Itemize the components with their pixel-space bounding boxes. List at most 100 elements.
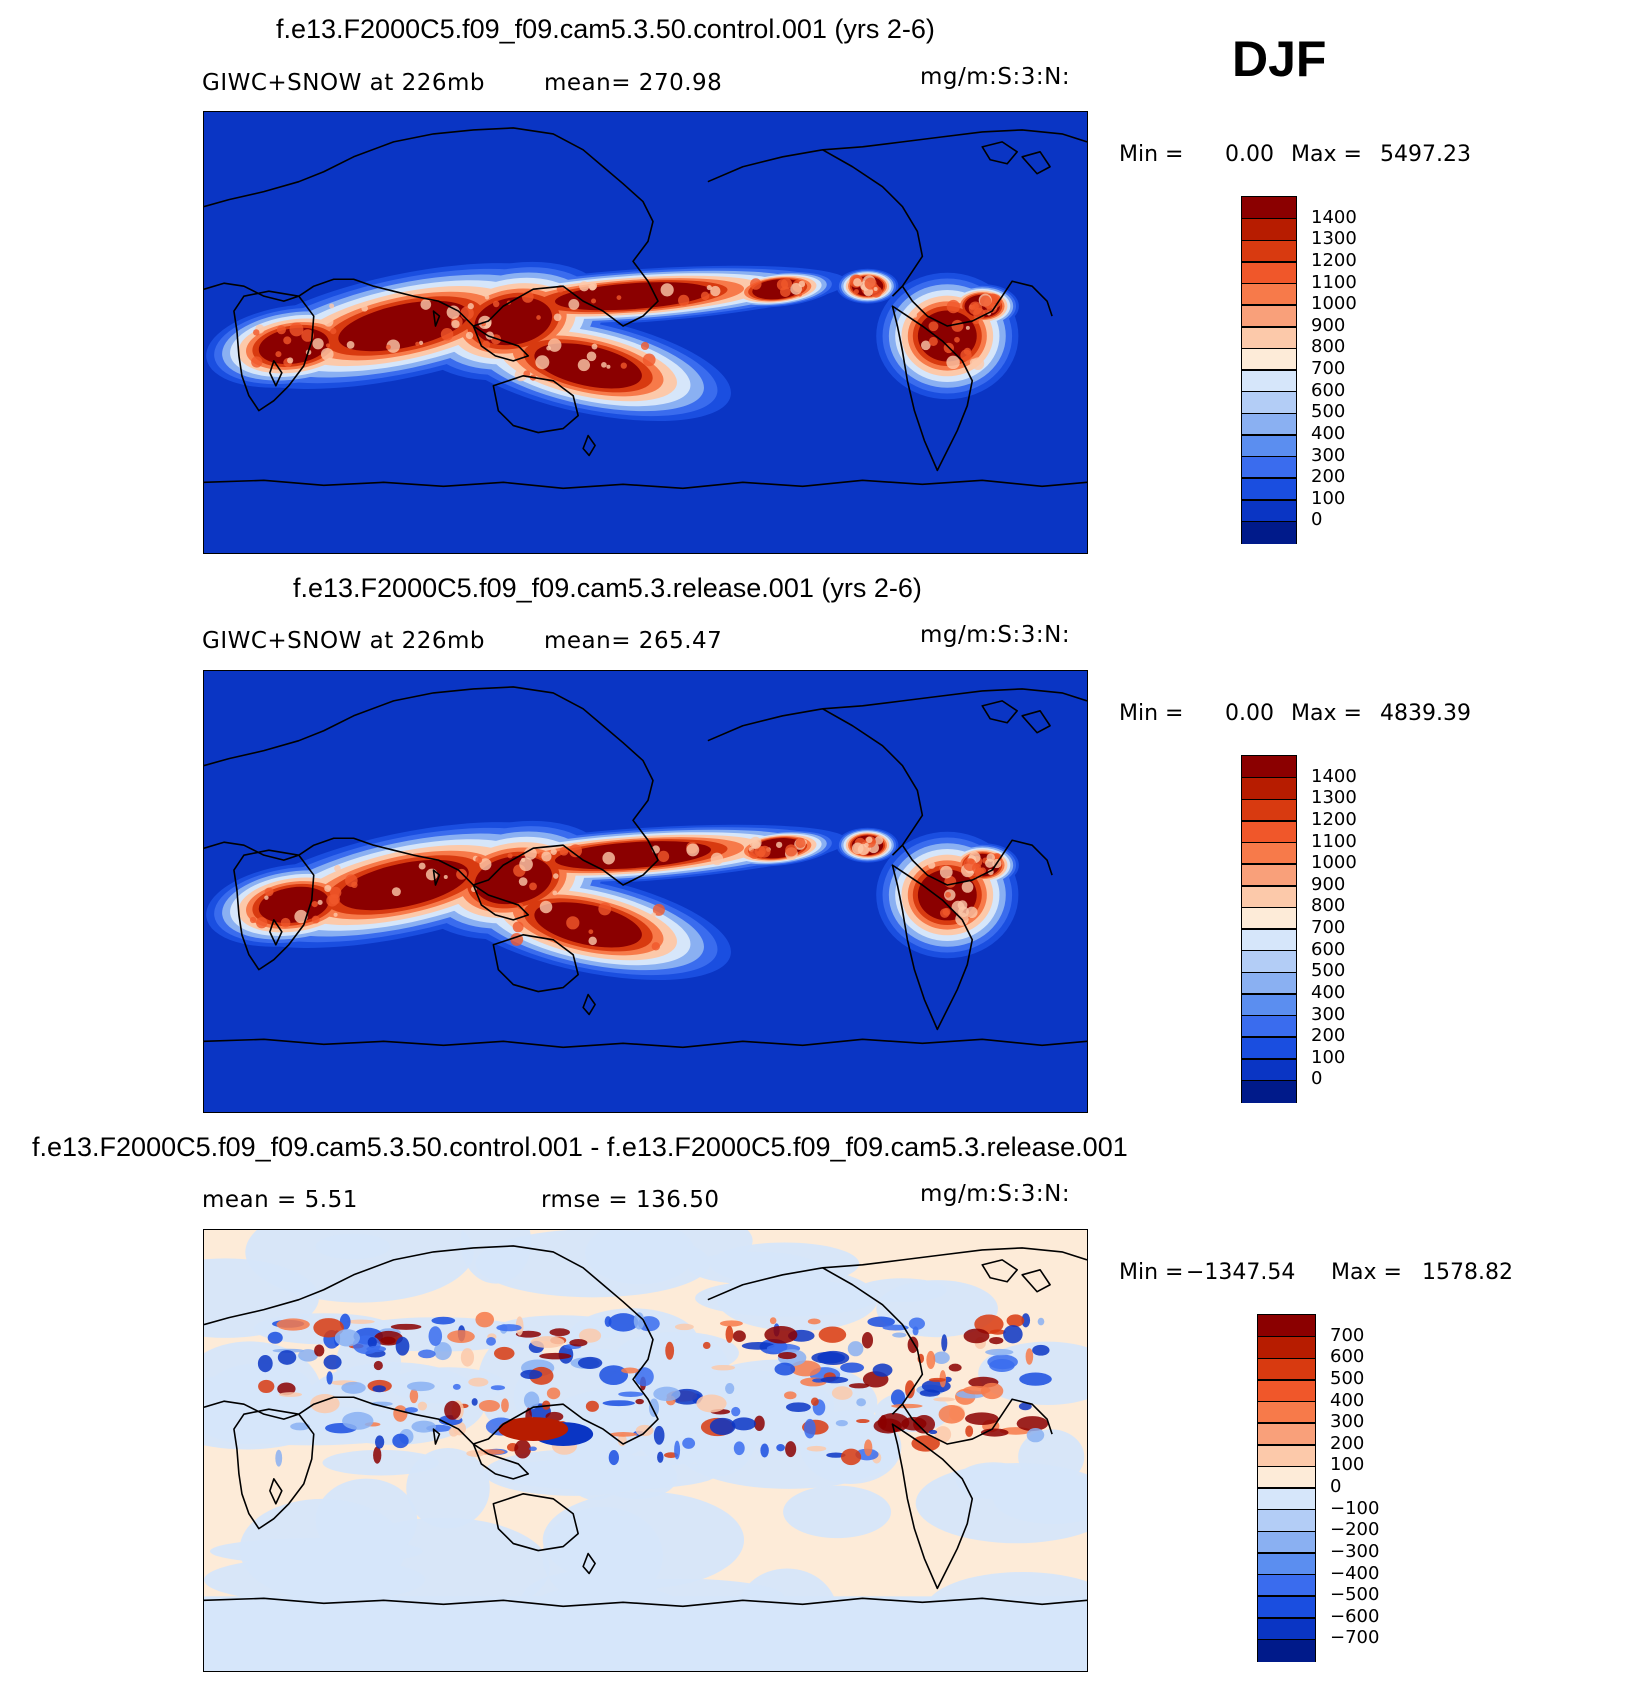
- data-speckle: [602, 851, 615, 865]
- data-speckle: [431, 1316, 456, 1325]
- data-speckle: [351, 881, 358, 889]
- data-speckle: [373, 1360, 383, 1371]
- data-speckle: [333, 912, 338, 917]
- colorbar-tick-label: 1200: [1311, 808, 1357, 830]
- data-speckle: [409, 1388, 419, 1404]
- colorbar-tick-label: 300: [1311, 444, 1346, 466]
- colorbar-swatch: [1242, 799, 1296, 822]
- data-speckle: [749, 836, 762, 849]
- colorbar-swatch: [1242, 864, 1296, 887]
- data-speckle: [460, 1348, 475, 1367]
- colorbar-divider: [1242, 304, 1296, 306]
- data-speckle: [764, 1325, 798, 1344]
- data-speckle: [864, 842, 869, 848]
- data-speckle: [468, 1377, 489, 1387]
- panel-middle-max-label: Max =: [1291, 701, 1362, 726]
- panel-middle-colorbar: [1241, 755, 1297, 1103]
- data-speckle: [806, 1445, 827, 1452]
- data-speckle: [864, 1439, 873, 1457]
- data-speckle: [447, 1330, 475, 1344]
- data-speckle: [329, 886, 342, 899]
- colorbar-swatch: [1242, 907, 1296, 930]
- data-speckle: [283, 336, 292, 345]
- colorbar-tick-label: 700: [1311, 917, 1346, 938]
- panel-top-units: mg/m:S:3:N:: [920, 64, 1071, 90]
- data-speckle: [323, 316, 334, 327]
- coastline-path: [1021, 1269, 1051, 1293]
- data-speckle: [856, 1419, 870, 1424]
- season-label: DJF: [1232, 31, 1327, 87]
- data-speckle: [960, 349, 972, 361]
- data-speckle: [496, 1324, 522, 1332]
- colorbar-swatch: [1242, 950, 1296, 973]
- colorbar-tick-label: 1000: [1311, 852, 1357, 874]
- data-speckle: [375, 1435, 385, 1449]
- panel-middle-units: mg/m:S:3:N:: [920, 622, 1071, 648]
- data-speckle: [536, 315, 541, 320]
- colorbar-swatch: [1242, 993, 1296, 1016]
- data-speckle: [989, 1359, 1015, 1372]
- data-speckle: [547, 338, 562, 352]
- data-speckle: [314, 1344, 325, 1357]
- colorbar-divider: [1258, 1530, 1315, 1532]
- coastline-path: [432, 869, 441, 886]
- data-speckle: [418, 340, 424, 346]
- data-speckle: [330, 328, 337, 335]
- colorbar-divider: [1258, 1508, 1315, 1511]
- data-speckle: [848, 1383, 870, 1389]
- data-speckle: [682, 1437, 696, 1449]
- data-speckle: [963, 1385, 991, 1395]
- data-speckle: [325, 343, 331, 348]
- data-speckle: [674, 1440, 681, 1460]
- colorbar-tick-label: −100: [1330, 1497, 1380, 1519]
- data-speckle: [660, 283, 674, 297]
- colorbar-swatch: [1242, 391, 1296, 414]
- data-speckle: [535, 355, 550, 370]
- colorbar-swatch: [1242, 521, 1296, 544]
- colorbar-swatch: [1242, 413, 1296, 436]
- colorbar-swatch: [1242, 499, 1296, 522]
- coastline-path: [891, 305, 974, 472]
- colorbar-tick-label: 200: [1311, 466, 1346, 488]
- data-speckle: [493, 1346, 515, 1360]
- data-speckle: [1003, 1325, 1023, 1344]
- colorbar-swatch: [1258, 1315, 1315, 1338]
- panel-top-variable-label: GIWC+SNOW at 226mb: [202, 70, 485, 96]
- data-speckle: [725, 1325, 734, 1343]
- data-speckle: [529, 1446, 537, 1451]
- data-speckle: [856, 1398, 867, 1407]
- data-speckle: [1032, 1344, 1050, 1356]
- colorbar-divider: [1242, 217, 1296, 220]
- data-speckle: [417, 1401, 428, 1411]
- colorbar-tick-label: 400: [1330, 1389, 1365, 1411]
- data-speckle: [928, 861, 936, 869]
- colorbar-swatch: [1258, 1444, 1315, 1467]
- data-speckle: [568, 844, 583, 858]
- panel-bottom-min-value: −1347.54: [1186, 1260, 1296, 1285]
- colorbar-divider: [1242, 390, 1296, 393]
- data-speckle: [710, 285, 721, 297]
- colorbar-divider: [1242, 455, 1296, 458]
- data-speckle: [591, 298, 597, 304]
- data-contour: [406, 1447, 490, 1529]
- data-speckle: [530, 1336, 565, 1348]
- data-speckle: [366, 1345, 387, 1353]
- panel-top-min-label: Min =: [1119, 142, 1184, 167]
- data-speckle: [334, 1329, 361, 1347]
- colorbar-tick-label: 900: [1311, 873, 1346, 895]
- data-speckle: [310, 1394, 340, 1414]
- data-speckle: [635, 1398, 644, 1405]
- colorbar-tick-label: −200: [1330, 1519, 1380, 1541]
- data-speckle: [865, 836, 873, 844]
- colorbar-tick-label: 100: [1311, 1046, 1346, 1068]
- coastline-path: [901, 280, 1053, 327]
- data-speckle: [939, 865, 953, 879]
- data-speckle: [989, 1336, 1004, 1345]
- colorbar-divider: [1258, 1444, 1315, 1446]
- data-speckle: [253, 329, 260, 336]
- colorbar-divider: [1258, 1552, 1315, 1554]
- colorbar-divider: [1258, 1379, 1315, 1381]
- data-speckle: [807, 1318, 821, 1325]
- colorbar-divider: [1242, 239, 1296, 241]
- panel-bottom-title: f.e13.F2000C5.f09_f09.cam5.3.50.control.…: [32, 1132, 1128, 1162]
